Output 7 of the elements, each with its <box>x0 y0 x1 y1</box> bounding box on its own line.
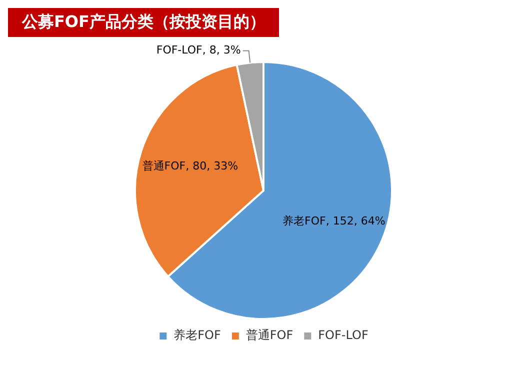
legend-label: 养老FOF <box>174 328 222 342</box>
chart-title: 公募FOF产品分类（按投资目的） <box>8 8 280 37</box>
legend-label: FOF-LOF <box>318 328 368 342</box>
legend-label: 普通FOF <box>246 328 294 342</box>
data-label: 普通FOF, 80, 33% <box>142 160 238 173</box>
data-label: 养老FOF, 152, 64% <box>282 214 386 228</box>
data-label: FOF-LOF, 8, 3% <box>156 44 241 57</box>
